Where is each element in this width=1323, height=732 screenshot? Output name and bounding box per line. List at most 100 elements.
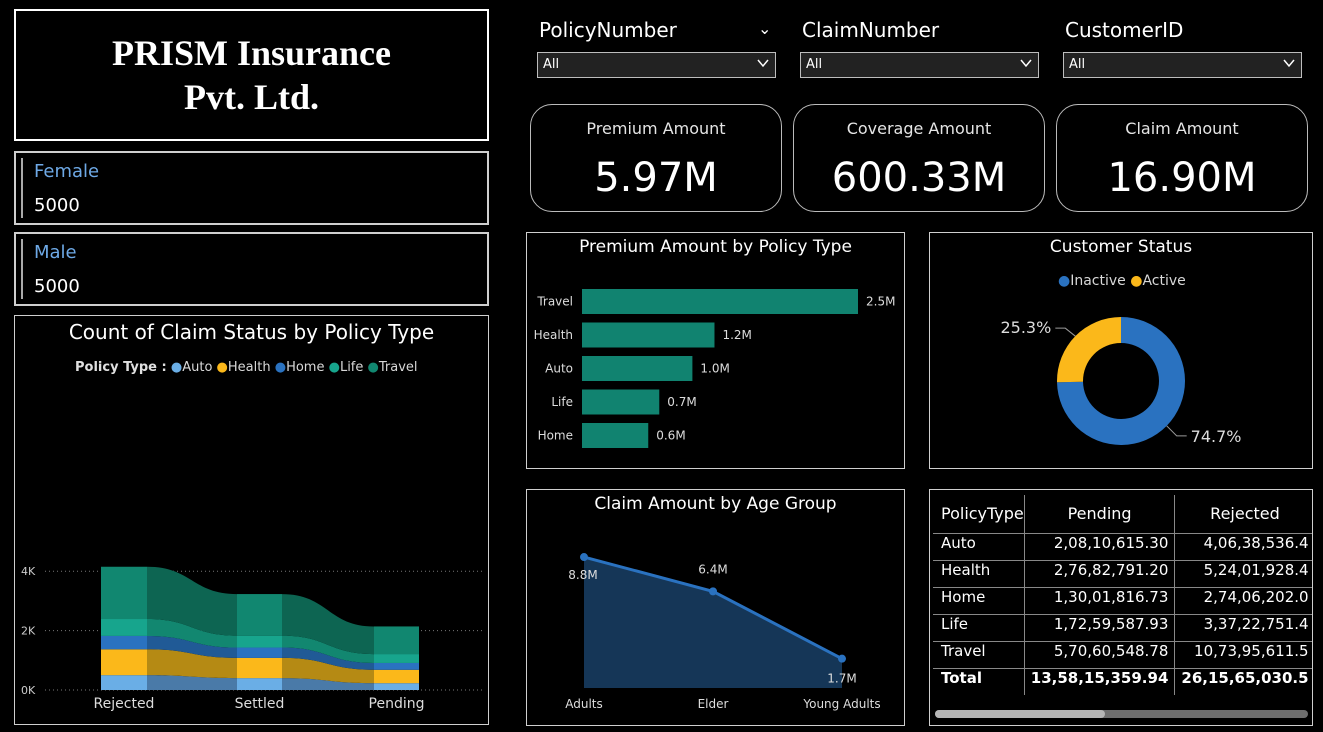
data-label: 6.4M	[698, 562, 727, 576]
premium-bar	[582, 322, 715, 348]
premium-by-type-panel: Premium Amount by Policy Type Travel 2.5M…	[526, 232, 905, 469]
ribbon-health	[147, 649, 237, 679]
bar-segment-auto	[237, 678, 282, 690]
column-header[interactable]: Pending	[1024, 495, 1176, 534]
kpi-value: 5.97M	[594, 155, 718, 201]
x-tick-label: Settled	[235, 696, 285, 712]
report-title: PRISM Insurance Pvt. Ltd.	[14, 9, 489, 141]
bar-segment-life	[237, 635, 282, 648]
table-cell: Auto	[933, 533, 1025, 561]
table-cell: 2,76,82,791.20	[1024, 560, 1176, 588]
female-label: Female	[34, 161, 100, 182]
data-point	[580, 553, 588, 562]
ribbon-home	[282, 647, 374, 670]
donut-slice-active	[1057, 317, 1121, 383]
claim-number-slicer-label: ClaimNumber	[802, 18, 940, 42]
bar-value-label: 2.5M	[866, 295, 895, 309]
bar-segment-life	[374, 654, 419, 663]
bar-segment-home	[374, 662, 419, 670]
table-row: Home 1,30,01,816.73 2,74,06,202.0	[933, 587, 1312, 615]
claim-amount-card: Claim Amount 16.90M	[1056, 104, 1308, 212]
ribbon-life	[282, 635, 374, 663]
table-cell: 5,24,01,928.4	[1174, 560, 1312, 588]
policy-number-dropdown[interactable]: All	[537, 52, 776, 78]
policy-number-value: All	[543, 57, 560, 72]
y-tick-label: 4K	[21, 565, 36, 578]
table-cell: Total	[933, 668, 1025, 695]
customer-id-value: All	[1069, 57, 1086, 72]
table-cell: 10,73,95,611.5	[1174, 641, 1312, 669]
female-count: 5000	[34, 195, 80, 216]
card-accent-bar	[21, 158, 23, 218]
bar-segment-auto	[101, 675, 147, 690]
bar-segment-travel	[101, 566, 147, 620]
matrix: PolicyType Pending Rejected Auto 2,08,10…	[933, 495, 1312, 695]
x-tick-label: Young Adults	[802, 697, 880, 711]
bar-segment-travel	[237, 594, 282, 636]
premium-bar	[582, 356, 693, 381]
customer-id-slicer-label: CustomerID	[1065, 18, 1184, 42]
table-row: Life 1,72,59,587.93 3,37,22,751.4	[933, 614, 1312, 642]
x-tick-label: Elder	[698, 697, 729, 711]
bar-segment-auto	[374, 683, 419, 690]
kpi-value: 16.90M	[1107, 155, 1257, 201]
table-cell: 13,58,15,359.94	[1024, 668, 1176, 695]
ribbon-travel	[147, 566, 237, 636]
x-tick-label: Rejected	[94, 696, 155, 712]
premium-bar	[582, 389, 660, 415]
bar-segment-home	[101, 635, 147, 650]
scrollbar-thumb[interactable]	[935, 710, 1105, 718]
ribbon-auto	[282, 678, 374, 690]
table-total-row: Total 13,58,15,359.94 26,15,65,030.5	[933, 668, 1312, 695]
table-cell: Life	[933, 614, 1025, 642]
slice-label-inactive: 74.7%	[1191, 427, 1242, 446]
bar-category-label: Life	[551, 395, 573, 409]
chevron-down-icon	[1020, 59, 1032, 68]
bar-category-label: Travel	[536, 295, 573, 309]
policy-number-slicer-label: PolicyNumber	[539, 18, 677, 42]
claim-status-chart-panel: Count of Claim Status by Policy Type Pol…	[14, 315, 489, 725]
chart-title: Customer Status	[1049, 237, 1193, 257]
premium-bar	[582, 423, 649, 448]
chart-title: Count of Claim Status by Policy Type	[68, 320, 435, 344]
column-header[interactable]: Rejected	[1174, 495, 1312, 534]
donut-legend: ●Inactive ●Active	[1058, 273, 1186, 289]
bar-segment-travel	[374, 626, 419, 655]
chevron-down-icon	[757, 59, 769, 68]
bar-category-label: Auto	[545, 362, 573, 376]
donut-slice-inactive	[1057, 317, 1185, 445]
bar-segment-home	[237, 647, 282, 658]
legend-title: Policy Type :	[75, 360, 167, 375]
legend-item-life: ●Life	[328, 360, 364, 375]
table-cell: 5,70,60,548.78	[1024, 641, 1176, 669]
claim-number-dropdown[interactable]: All	[800, 52, 1039, 78]
kpi-value: 600.33M	[831, 155, 1007, 201]
bar-value-label: 1.0M	[700, 362, 729, 376]
customer-id-dropdown[interactable]: All	[1063, 52, 1302, 78]
bar-value-label: 1.2M	[722, 328, 751, 342]
x-tick-label: Adults	[565, 697, 603, 711]
card-accent-bar	[21, 239, 23, 299]
x-tick-label: Pending	[369, 696, 425, 712]
chevron-down-icon	[1283, 59, 1295, 68]
data-point	[709, 587, 717, 596]
premium-bar	[582, 289, 858, 314]
premium-amount-card: Premium Amount 5.97M	[530, 104, 782, 212]
coverage-amount-card: Coverage Amount 600.33M	[793, 104, 1045, 212]
horizontal-scrollbar[interactable]	[935, 710, 1308, 718]
table-cell: 1,30,01,816.73	[1024, 587, 1176, 615]
column-header[interactable]: PolicyType	[933, 495, 1025, 534]
chevron-down-icon[interactable]: ⌄	[758, 19, 772, 38]
slice-label-active: 25.3%	[1000, 318, 1051, 337]
table-row: Travel 5,70,60,548.78 10,73,95,611.5	[933, 641, 1312, 669]
bar-value-label: 0.7M	[667, 395, 696, 409]
table-cell: Health	[933, 560, 1025, 588]
bar-segment-life	[101, 619, 147, 636]
kpi-label: Coverage Amount	[846, 119, 992, 138]
male-label: Male	[34, 242, 77, 263]
claim-matrix-table: PolicyType Pending Rejected Auto 2,08,10…	[929, 489, 1313, 726]
customer-status-panel: Customer Status ●Inactive ●Active 74.7% 2…	[929, 232, 1313, 469]
y-tick-label: 2K	[21, 625, 36, 638]
table-row: Health 2,76,82,791.20 5,24,01,928.4	[933, 560, 1312, 588]
legend-item-inactive: ●Inactive	[1058, 273, 1126, 289]
